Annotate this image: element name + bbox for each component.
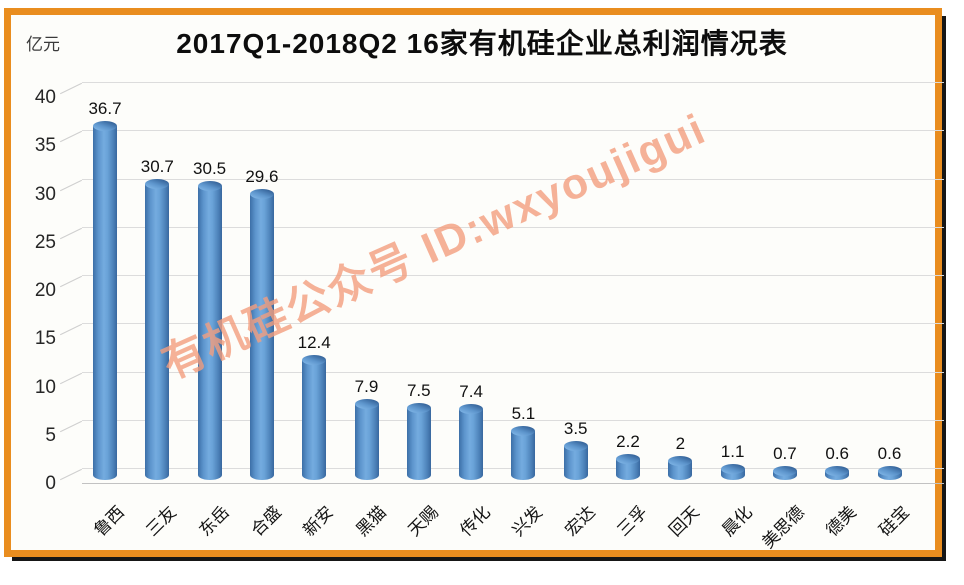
gridline bbox=[82, 275, 944, 276]
chart-title: 2017Q1-2018Q2 16家有机硅企业总利润情况表 bbox=[176, 28, 788, 59]
bar bbox=[406, 402, 431, 480]
bar bbox=[772, 466, 797, 480]
gridline bbox=[82, 178, 944, 180]
gridline-depth-tick bbox=[59, 275, 83, 288]
bar bbox=[302, 355, 327, 480]
y-tick-label: 0 bbox=[45, 473, 56, 494]
gridline-depth-tick bbox=[59, 324, 83, 336]
gridline-depth-tick bbox=[59, 131, 83, 143]
y-tick-label: 40 bbox=[34, 87, 56, 108]
gridline-depth-tick bbox=[59, 468, 83, 481]
gridline-depth-tick bbox=[59, 227, 83, 239]
gridline-depth-tick bbox=[59, 179, 83, 191]
gridline bbox=[82, 323, 944, 325]
y-tick-label: 25 bbox=[34, 231, 56, 253]
bar bbox=[459, 403, 484, 480]
gridline bbox=[82, 419, 944, 421]
bar bbox=[511, 425, 536, 480]
gridline-depth-tick bbox=[59, 372, 83, 384]
gridline bbox=[82, 130, 944, 132]
bar bbox=[145, 178, 170, 480]
gridline bbox=[82, 371, 944, 373]
gridline-depth-tick bbox=[59, 420, 83, 432]
watermark-text: 有机硅公众号 ID:wxyoujigui bbox=[155, 104, 714, 389]
y-tick-label: 35 bbox=[34, 135, 56, 157]
bar-value-label: 7.9 bbox=[354, 376, 379, 396]
bar-value-label: 30.7 bbox=[140, 156, 174, 176]
bar bbox=[877, 466, 902, 480]
bar bbox=[825, 466, 850, 480]
gridline bbox=[82, 82, 944, 83]
bar bbox=[668, 455, 693, 480]
bar bbox=[563, 441, 588, 480]
bar-value-label: 5.1 bbox=[511, 403, 536, 423]
bar-value-label: 3.5 bbox=[563, 419, 588, 439]
bar bbox=[354, 398, 379, 480]
bar-value-label: 2.2 bbox=[616, 431, 640, 451]
bar bbox=[249, 189, 274, 480]
bar bbox=[720, 464, 745, 480]
y-tick-label: 5 bbox=[45, 424, 56, 446]
bar-value-label: 7.4 bbox=[459, 381, 483, 401]
gridline bbox=[82, 226, 944, 228]
gridline-depth-tick bbox=[59, 82, 83, 95]
bar-value-label: 2 bbox=[675, 433, 686, 453]
y-tick-label: 30 bbox=[34, 183, 56, 205]
bar-value-label: 36.7 bbox=[88, 98, 122, 118]
category-axis-line bbox=[82, 483, 944, 484]
bar bbox=[197, 180, 222, 480]
y-tick-label: 20 bbox=[34, 280, 56, 301]
y-tick-label: 15 bbox=[34, 328, 56, 350]
bar-value-label: 0.6 bbox=[825, 444, 849, 463]
bar-value-label: 0.7 bbox=[773, 444, 797, 463]
y-axis-unit-label: 亿元 bbox=[26, 35, 60, 54]
bar-value-label: 30.5 bbox=[193, 158, 227, 178]
bar-value-label: 0.6 bbox=[877, 444, 902, 463]
bar-value-label: 12.4 bbox=[297, 333, 331, 353]
y-tick-label: 10 bbox=[34, 376, 56, 398]
bar bbox=[616, 453, 640, 480]
bar-value-label: 29.6 bbox=[245, 167, 279, 187]
bar-value-label: 7.5 bbox=[406, 380, 431, 400]
bar-value-label: 1.1 bbox=[720, 442, 745, 462]
bar bbox=[93, 120, 117, 480]
